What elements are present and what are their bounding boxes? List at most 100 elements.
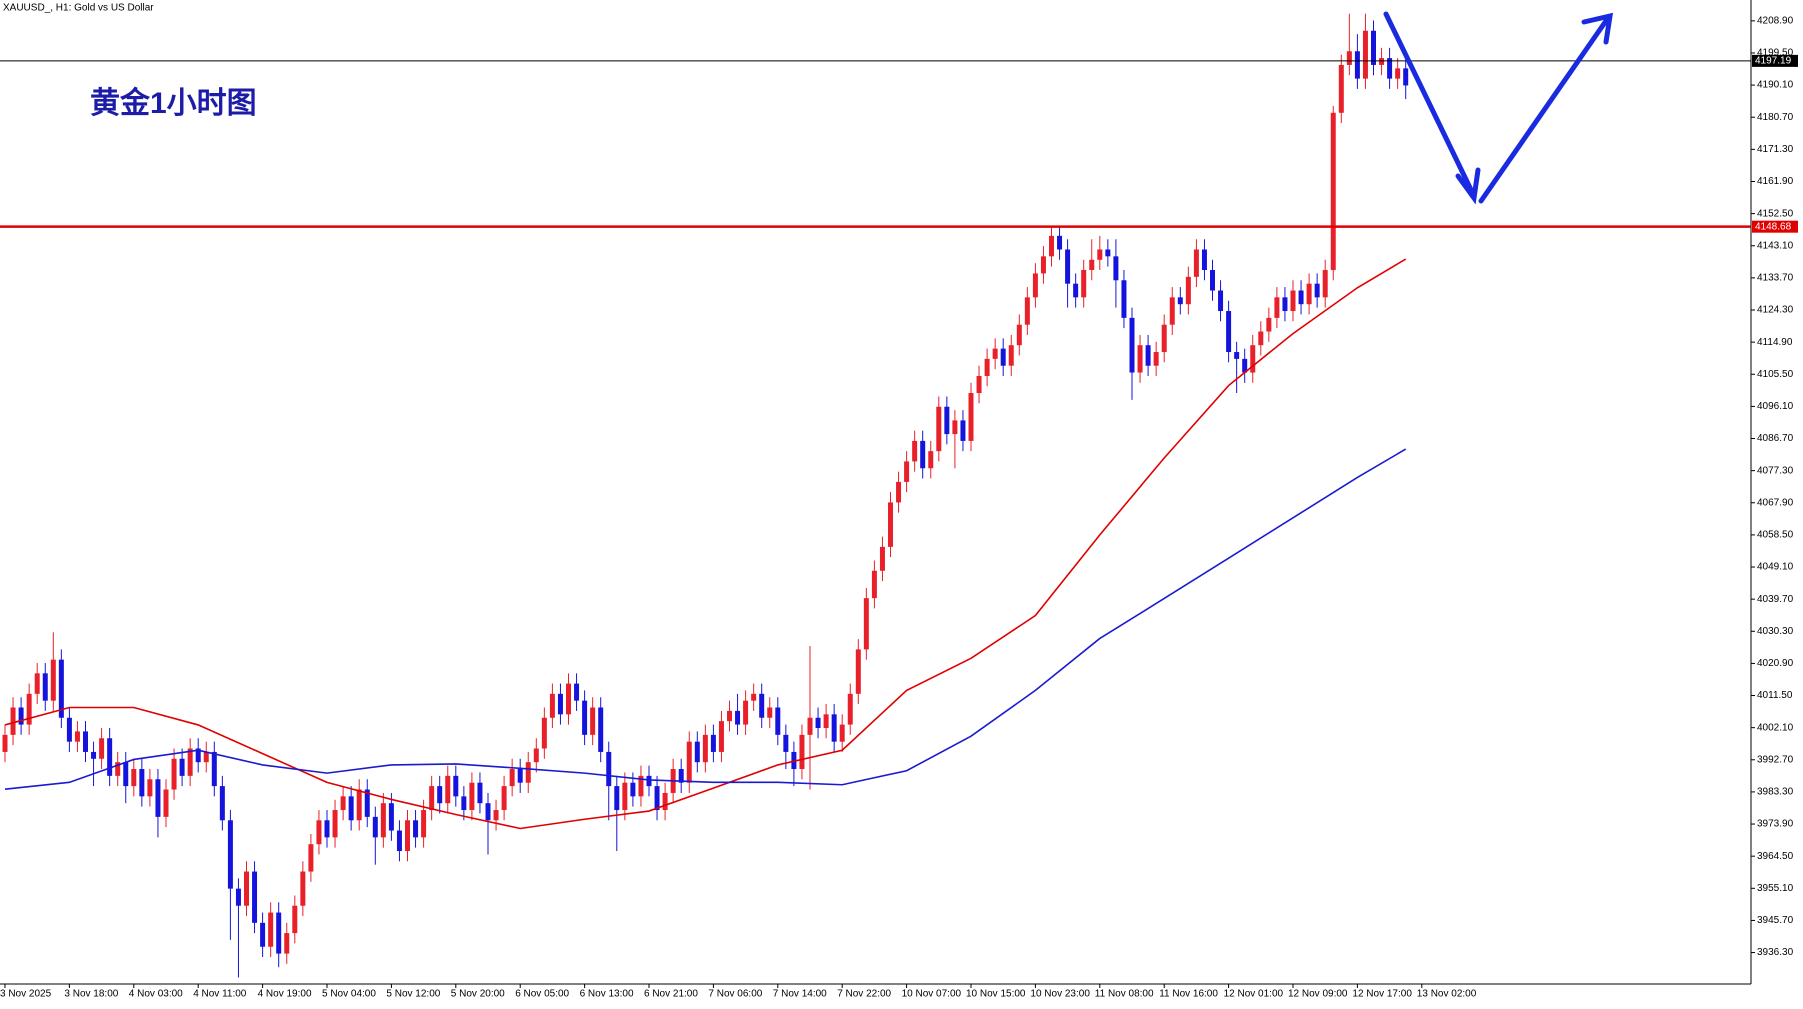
candle-body [42,673,48,701]
candle-body [324,820,330,838]
candle-body [244,871,249,906]
candle-body [107,738,113,776]
candle-body [574,683,580,701]
candle-body [1282,297,1288,312]
candle-body [1137,345,1143,373]
x-tick-label: 7 Nov 06:00 [708,989,762,1000]
price-label: 4148.68 [1755,221,1792,232]
candle-body [1065,249,1071,284]
candle-body [58,659,64,718]
y-tick-label: 3973.90 [1757,819,1794,830]
candle-body [396,830,402,852]
y-tick-label: 4049.10 [1757,562,1794,573]
candle-body [147,779,153,797]
candle-body [944,406,950,435]
candle-body [976,375,982,394]
candle-body [413,820,419,838]
candle-body [936,406,942,452]
candle-body [541,717,547,749]
candle-body [18,707,24,725]
x-tick-label: 10 Nov 07:00 [902,989,962,1000]
y-tick-label: 4133.70 [1757,273,1794,284]
candle-body [364,789,370,817]
candle-body [622,782,628,811]
candle-body [1201,249,1207,271]
y-tick-label: 3955.10 [1757,883,1794,894]
candle-body [984,358,990,376]
candle-body [477,782,483,804]
candle-body [879,546,885,571]
candle-body [992,348,998,359]
price-label: 4197.19 [1755,56,1792,67]
candle-body [968,393,974,441]
candle-body [405,820,410,852]
candle-body [1387,58,1393,79]
candle-body [1008,345,1014,366]
candle-body [461,796,467,811]
candle-body [437,786,443,804]
y-tick-label: 4143.10 [1757,240,1794,251]
candle-body [276,912,282,954]
y-tick-label: 4180.70 [1757,112,1794,123]
candle-body [920,440,926,469]
y-tick-label: 4020.90 [1757,658,1794,669]
candle-body [1040,256,1046,274]
candle-body [227,820,233,889]
candle-body [348,796,354,821]
candle-body [292,905,298,934]
candle-body [1250,345,1256,373]
candle-body [131,769,137,787]
candle-body [751,693,757,701]
candle-body [1177,297,1183,305]
candle-body [1266,317,1272,332]
candle-body [839,724,845,742]
moving-average [4,448,1407,790]
candle-body [1322,270,1328,298]
candle-body [896,481,902,503]
candle-body [1234,352,1240,359]
candle-body [235,888,241,906]
candle-body [179,758,185,776]
candle-body [421,810,427,838]
candle-body [308,844,314,872]
candle-body [115,762,121,776]
candle-body [485,803,491,821]
candle-body [1145,345,1151,366]
forecast-arrows [1383,11,1614,205]
candle-body [501,786,507,811]
y-tick-label: 4002.10 [1757,722,1794,733]
candle-body [1121,280,1127,318]
candle-body [372,816,378,838]
candle-body [815,717,821,729]
x-tick-label: 4 Nov 11:00 [193,989,247,1000]
x-tick-label: 11 Nov 16:00 [1159,989,1218,1000]
candle-body [316,820,322,845]
y-tick-label: 3983.30 [1757,787,1794,798]
x-tick-label: 5 Nov 04:00 [322,989,376,1000]
candle-body [1032,273,1038,298]
candle-body [139,769,145,797]
candle-body [211,751,217,787]
x-tick-label: 12 Nov 09:00 [1288,989,1348,1000]
candle-body [1153,352,1159,366]
annotation: 黄金1小时图 [90,86,257,120]
candle-body [582,700,588,735]
candle-body [1298,290,1304,305]
candle-body [155,779,161,817]
price-label-box [1752,220,1798,233]
candle-body [1314,283,1320,298]
candle-body [1403,68,1409,86]
candle-body [775,707,781,735]
candle-body [678,769,684,783]
candle-body [1089,259,1095,271]
candle-body [1371,30,1376,65]
y-tick-label: 4171.30 [1757,144,1794,155]
candle-body [686,741,692,783]
candle-body [807,717,813,735]
candle-body [445,775,451,804]
candle-body [268,912,274,947]
candle-body [219,786,225,821]
y-tick-label: 4058.50 [1757,530,1794,541]
candle-body [928,451,934,469]
